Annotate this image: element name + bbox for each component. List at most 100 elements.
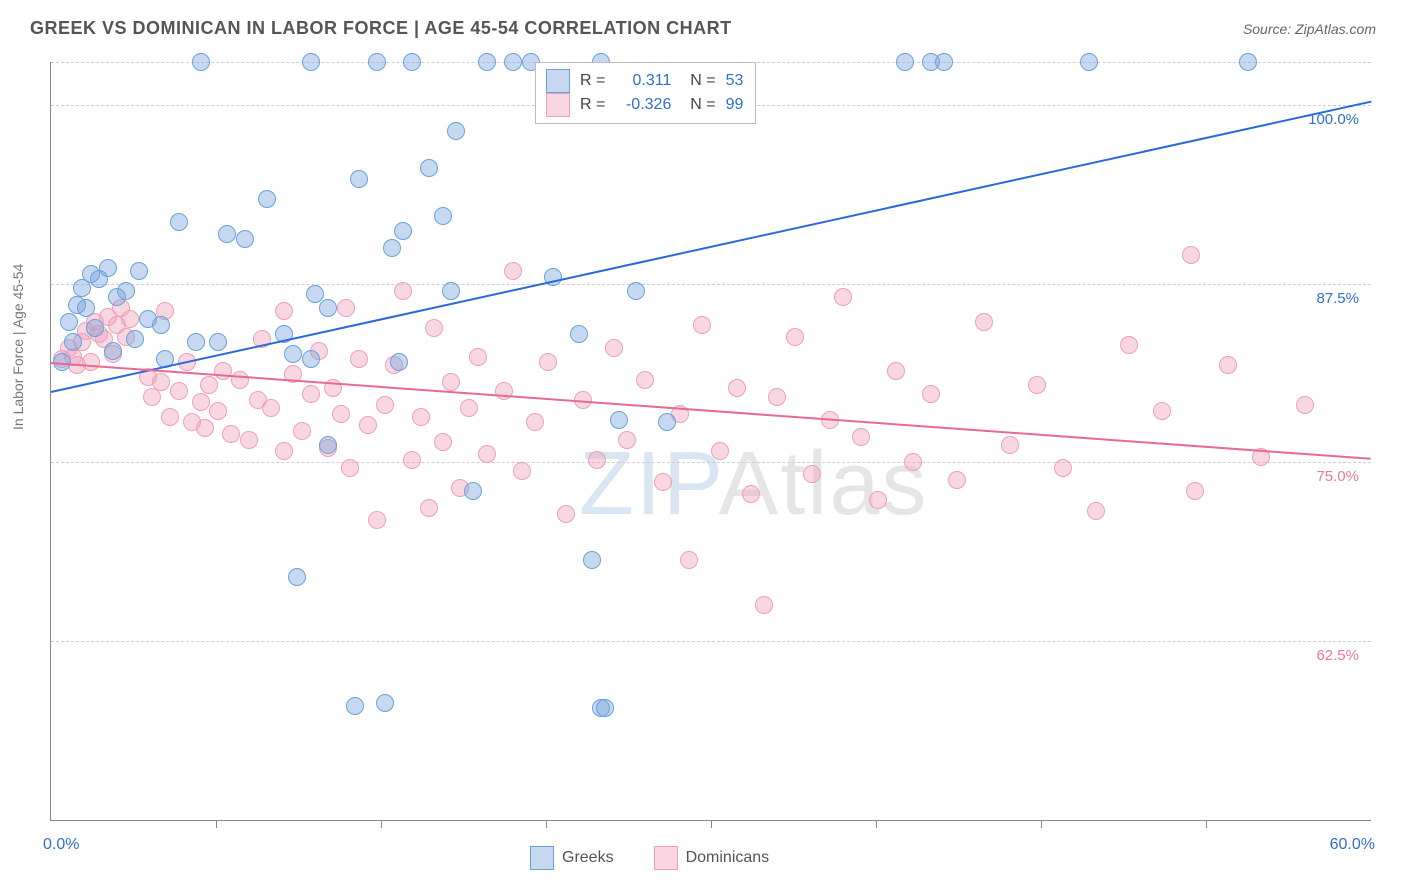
- data-point: [904, 453, 922, 471]
- data-point: [86, 319, 104, 337]
- data-point: [610, 411, 628, 429]
- data-point: [464, 482, 482, 500]
- gridline: [51, 462, 1371, 463]
- data-point: [728, 379, 746, 397]
- data-point: [319, 436, 337, 454]
- data-point: [192, 53, 210, 71]
- data-point: [337, 299, 355, 317]
- data-point: [557, 505, 575, 523]
- data-point: [460, 399, 478, 417]
- data-point: [803, 465, 821, 483]
- data-point: [583, 551, 601, 569]
- data-point: [77, 299, 95, 317]
- corr-n-label: N =: [681, 69, 715, 93]
- y-axis-label: In Labor Force | Age 45-54: [10, 264, 26, 430]
- data-point: [693, 316, 711, 334]
- data-point: [302, 350, 320, 368]
- data-point: [478, 53, 496, 71]
- corr-r-value: 0.311: [615, 69, 671, 93]
- data-point: [1219, 356, 1237, 374]
- data-point: [852, 428, 870, 446]
- data-point: [192, 393, 210, 411]
- data-point: [341, 459, 359, 477]
- source-label: Source: ZipAtlas.com: [1243, 21, 1376, 37]
- data-point: [170, 382, 188, 400]
- data-point: [887, 362, 905, 380]
- data-point: [834, 288, 852, 306]
- data-point: [350, 170, 368, 188]
- data-point: [209, 402, 227, 420]
- data-point: [403, 53, 421, 71]
- data-point: [332, 405, 350, 423]
- data-point: [869, 491, 887, 509]
- data-point: [420, 499, 438, 517]
- corr-n-value: 53: [726, 69, 744, 93]
- y-tick-label: 87.5%: [1316, 290, 1359, 307]
- data-point: [284, 345, 302, 363]
- gridline: [51, 641, 1371, 642]
- data-point: [442, 373, 460, 391]
- data-point: [412, 408, 430, 426]
- corr-n-value: 99: [726, 93, 744, 117]
- data-point: [1087, 502, 1105, 520]
- data-point: [390, 353, 408, 371]
- correlation-legend: R = 0.311 N = 53R =-0.326 N =99: [535, 62, 756, 124]
- data-point: [394, 222, 412, 240]
- data-point: [376, 396, 394, 414]
- corr-r-label: R =: [580, 93, 605, 117]
- data-point: [319, 299, 337, 317]
- legend-label: Greeks: [562, 849, 614, 867]
- data-point: [368, 511, 386, 529]
- data-point: [513, 462, 531, 480]
- data-point: [293, 422, 311, 440]
- data-point: [526, 413, 544, 431]
- data-point: [121, 310, 139, 328]
- data-point: [1153, 402, 1171, 420]
- data-point: [117, 282, 135, 300]
- data-point: [755, 596, 773, 614]
- data-point: [1001, 436, 1019, 454]
- series-legend: GreeksDominicans: [530, 846, 769, 870]
- data-point: [383, 239, 401, 257]
- legend-item: Greeks: [530, 846, 614, 870]
- data-point: [1080, 53, 1098, 71]
- data-point: [64, 333, 82, 351]
- data-point: [469, 348, 487, 366]
- data-point: [1120, 336, 1138, 354]
- data-point: [896, 53, 914, 71]
- data-point: [394, 282, 412, 300]
- data-point: [570, 325, 588, 343]
- data-point: [368, 53, 386, 71]
- data-point: [359, 416, 377, 434]
- corr-row: R = 0.311 N = 53: [546, 69, 743, 93]
- data-point: [636, 371, 654, 389]
- data-point: [302, 385, 320, 403]
- data-point: [975, 313, 993, 331]
- data-point: [922, 385, 940, 403]
- data-point: [288, 568, 306, 586]
- data-point: [442, 282, 460, 300]
- data-point: [222, 425, 240, 443]
- data-point: [425, 319, 443, 337]
- chart-title: GREEK VS DOMINICAN IN LABOR FORCE | AGE …: [30, 18, 732, 39]
- data-point: [1186, 482, 1204, 500]
- data-point: [539, 353, 557, 371]
- corr-r-label: R =: [580, 69, 605, 93]
- data-point: [152, 316, 170, 334]
- x-tick: [711, 820, 712, 828]
- data-point: [214, 362, 232, 380]
- data-point: [236, 230, 254, 248]
- data-point: [218, 225, 236, 243]
- data-point: [161, 408, 179, 426]
- data-point: [605, 339, 623, 357]
- data-point: [376, 694, 394, 712]
- legend-swatch: [530, 846, 554, 870]
- x-tick: [1041, 820, 1042, 828]
- data-point: [60, 313, 78, 331]
- data-point: [170, 213, 188, 231]
- data-point: [1182, 246, 1200, 264]
- x-tick-label: 0.0%: [43, 836, 79, 854]
- data-point: [209, 333, 227, 351]
- data-point: [786, 328, 804, 346]
- corr-row: R =-0.326 N =99: [546, 93, 743, 117]
